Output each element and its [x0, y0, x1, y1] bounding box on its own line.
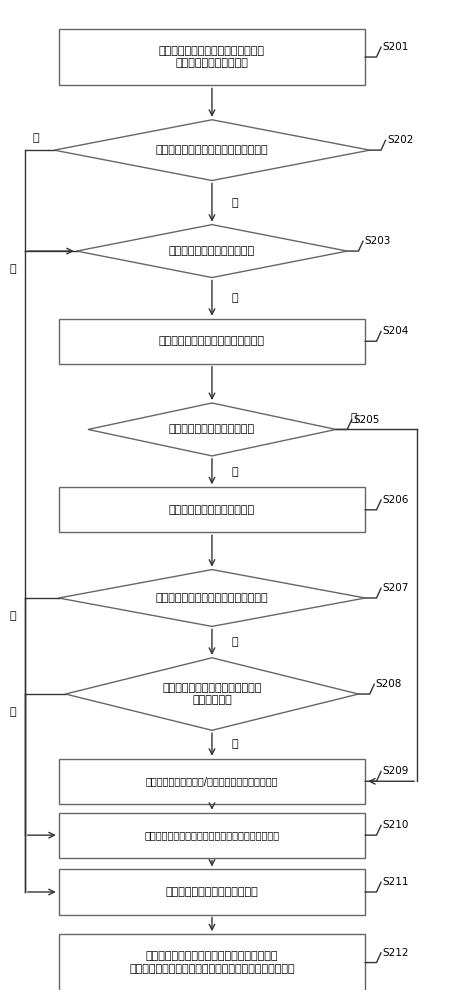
- Text: S208: S208: [375, 679, 401, 689]
- Text: S205: S205: [353, 415, 379, 425]
- Text: 否: 否: [231, 637, 237, 647]
- Bar: [59, 813, 364, 858]
- Text: S204: S204: [381, 326, 408, 336]
- Polygon shape: [59, 570, 364, 626]
- Text: 否: 否: [9, 707, 16, 717]
- Text: S203: S203: [364, 236, 390, 246]
- Polygon shape: [54, 120, 369, 181]
- Bar: [59, 934, 364, 991]
- Text: S211: S211: [381, 877, 408, 887]
- Text: 判断当前耗材剩余量是否小于第一阈值: 判断当前耗材剩余量是否小于第一阈值: [155, 593, 268, 603]
- Polygon shape: [65, 658, 358, 730]
- Polygon shape: [77, 225, 347, 278]
- Text: 将第二序列号复制到第一序列号的存储位置，
以将成像盒的当前序列号由第一序列号切换为第二序列号: 将第二序列号复制到第一序列号的存储位置， 以将成像盒的当前序列号由第一序列号切换…: [129, 951, 294, 974]
- Text: S202: S202: [386, 135, 412, 145]
- Bar: [59, 759, 364, 804]
- Text: S212: S212: [381, 948, 408, 958]
- Bar: [59, 29, 364, 85]
- Text: 当成像盒接收打印机提供的电能时，
检测指定触点的电压信息: 当成像盒接收打印机提供的电能时， 检测指定触点的电压信息: [159, 46, 264, 68]
- Text: 否: 否: [33, 133, 39, 143]
- Bar: [59, 869, 364, 915]
- Text: 检测是否接收到指定切换信号: 检测是否接收到指定切换信号: [168, 246, 254, 256]
- Polygon shape: [88, 403, 335, 456]
- Bar: [59, 319, 364, 364]
- Text: 判断当前耗材剩余量是否大于或者
等于第二阈值: 判断当前耗材剩余量是否大于或者 等于第二阈值: [162, 683, 261, 705]
- Bar: [59, 487, 364, 532]
- Text: S207: S207: [381, 583, 408, 593]
- Text: 是: 是: [231, 467, 237, 477]
- Text: 是: 是: [9, 264, 16, 274]
- Text: 是: 是: [231, 740, 237, 750]
- Text: 否: 否: [350, 413, 357, 423]
- Text: 获取成像盒的当前的序列号配置模式: 获取成像盒的当前的序列号配置模式: [159, 336, 264, 346]
- Text: 将成像配置为锁定模式/维持成像盒的锁定模式不变: 将成像配置为锁定模式/维持成像盒的锁定模式不变: [146, 776, 278, 786]
- Text: S201: S201: [381, 42, 408, 52]
- Text: 维持成像盒的待定模式不变，且维持当前序列号不变: 维持成像盒的待定模式不变，且维持当前序列号不变: [144, 830, 279, 840]
- Text: 从指定存储空间获取第二序列号: 从指定存储空间获取第二序列号: [165, 887, 258, 897]
- Text: 获取成像盒的当前耗材剩余量: 获取成像盒的当前耗材剩余量: [168, 505, 254, 515]
- Text: S210: S210: [381, 820, 408, 830]
- Text: S209: S209: [381, 766, 408, 776]
- Text: S206: S206: [381, 495, 408, 505]
- Text: 是: 是: [9, 611, 16, 621]
- Text: 判断该电压信息是否满足第一预设条件: 判断该电压信息是否满足第一预设条件: [155, 145, 268, 155]
- Text: 否: 否: [231, 293, 237, 303]
- Text: 是: 是: [231, 198, 237, 208]
- Text: 判断成像盒是否处于待定模式: 判断成像盒是否处于待定模式: [168, 424, 254, 434]
